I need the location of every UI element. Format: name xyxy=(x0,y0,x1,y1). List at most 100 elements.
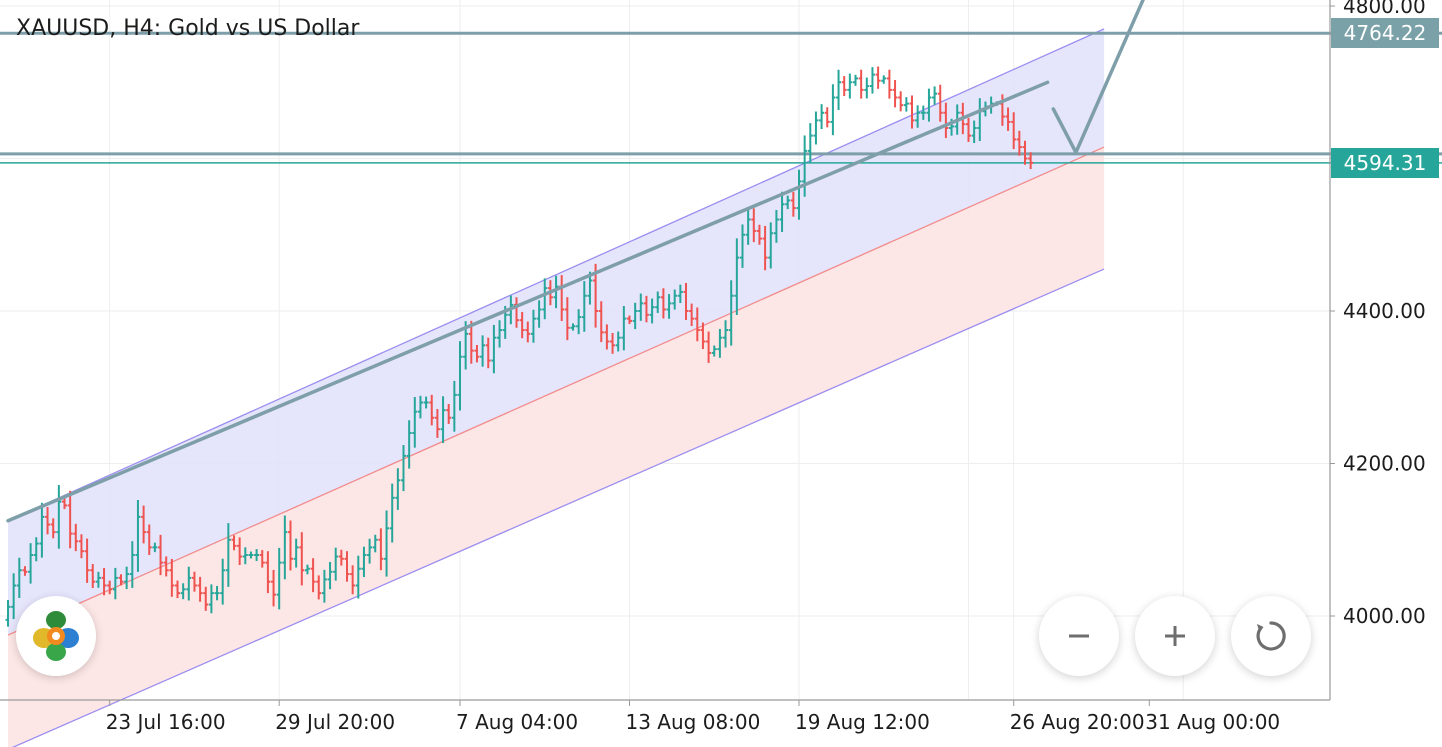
candle xyxy=(1016,130,1022,156)
candle xyxy=(728,280,734,346)
chart-title: XAUUSD, H4: Gold vs US Dollar xyxy=(16,16,360,41)
candle xyxy=(632,302,638,330)
candle xyxy=(615,331,621,352)
candle xyxy=(864,77,870,99)
candle xyxy=(355,555,361,599)
zoom-out-button[interactable] xyxy=(1039,596,1119,676)
candle xyxy=(440,396,446,444)
channel-mid-line xyxy=(7,146,1105,636)
candle xyxy=(208,584,214,614)
candle xyxy=(485,337,491,369)
metatrader-logo-icon-graphic xyxy=(33,611,79,661)
candle xyxy=(406,420,412,469)
candle xyxy=(231,535,237,551)
candle xyxy=(367,538,373,564)
candle xyxy=(723,320,729,348)
minus-icon xyxy=(1069,634,1089,638)
candle xyxy=(536,300,542,328)
candle xyxy=(604,324,610,350)
candle xyxy=(265,551,271,594)
candle xyxy=(412,397,418,448)
candle xyxy=(525,321,531,343)
x-tick-label: 13 Aug 08:00 xyxy=(626,710,761,734)
candle xyxy=(288,520,293,571)
candles xyxy=(5,66,1034,627)
candle xyxy=(847,73,853,99)
candle xyxy=(638,293,644,321)
candle xyxy=(304,564,310,575)
candle xyxy=(773,209,779,243)
candle xyxy=(898,91,904,112)
candle xyxy=(740,224,745,268)
candle xyxy=(869,67,875,94)
candle xyxy=(434,409,440,438)
candle xyxy=(926,88,932,122)
channel-upper-fill xyxy=(8,28,1105,636)
candle xyxy=(118,574,124,586)
candle xyxy=(790,191,796,217)
y-tick-label: 4000.00 xyxy=(1343,604,1426,628)
candle xyxy=(84,538,90,583)
candle xyxy=(468,320,474,364)
candle xyxy=(237,537,243,565)
candle xyxy=(124,566,130,590)
candle xyxy=(570,323,576,331)
candle xyxy=(576,309,582,335)
resistance-trendline xyxy=(6,80,1050,523)
candle xyxy=(966,117,971,142)
candle xyxy=(101,568,107,596)
candle xyxy=(881,75,887,84)
candle xyxy=(242,547,248,565)
candle xyxy=(858,69,864,99)
y-tick-label: 4400.00 xyxy=(1343,299,1426,323)
candle xyxy=(372,534,378,553)
plus-icon xyxy=(1165,626,1185,646)
candle xyxy=(932,86,938,105)
axes: 4000.00 4200.00 4400.00 4800.00 23 Jul 16:00… xyxy=(0,0,1426,734)
candle xyxy=(457,341,463,411)
trendlines xyxy=(6,0,1145,523)
zoom-in-button[interactable] xyxy=(1135,596,1215,676)
candle xyxy=(33,537,39,562)
candle xyxy=(327,561,333,590)
horizontal-lines xyxy=(0,31,1442,164)
candle xyxy=(886,69,892,99)
candle xyxy=(129,541,135,588)
candle xyxy=(903,97,909,112)
candle xyxy=(361,546,367,578)
candle xyxy=(841,76,847,97)
candle xyxy=(220,558,226,605)
candle xyxy=(254,549,260,561)
candle xyxy=(175,580,180,599)
candle xyxy=(389,483,395,543)
candle xyxy=(672,289,678,310)
reset-zoom-button[interactable] xyxy=(1231,596,1311,676)
candle xyxy=(158,534,164,576)
candle xyxy=(971,120,977,144)
candle xyxy=(892,80,898,108)
regression-channel xyxy=(7,28,1105,747)
candle xyxy=(920,105,926,120)
candle xyxy=(338,549,344,566)
candle xyxy=(937,84,943,122)
x-tick-label: 31 Aug 00:00 xyxy=(1145,710,1280,734)
candle xyxy=(203,586,209,611)
x-tick-label: 26 Aug 20:00 xyxy=(1010,710,1145,734)
candle xyxy=(180,583,186,600)
candle xyxy=(95,571,101,588)
candle xyxy=(50,518,56,539)
candle xyxy=(915,105,921,128)
candle xyxy=(1011,112,1017,150)
candle xyxy=(1005,107,1011,131)
channel-lower-fill xyxy=(8,147,1105,747)
candle xyxy=(423,396,429,409)
metatrader-logo-icon[interactable] xyxy=(16,596,96,676)
candle xyxy=(299,532,305,586)
candle xyxy=(214,585,220,601)
candle xyxy=(5,600,11,627)
channel-upper-line xyxy=(7,28,1105,522)
candle xyxy=(429,394,435,426)
candle xyxy=(276,547,282,610)
candle xyxy=(350,565,356,595)
